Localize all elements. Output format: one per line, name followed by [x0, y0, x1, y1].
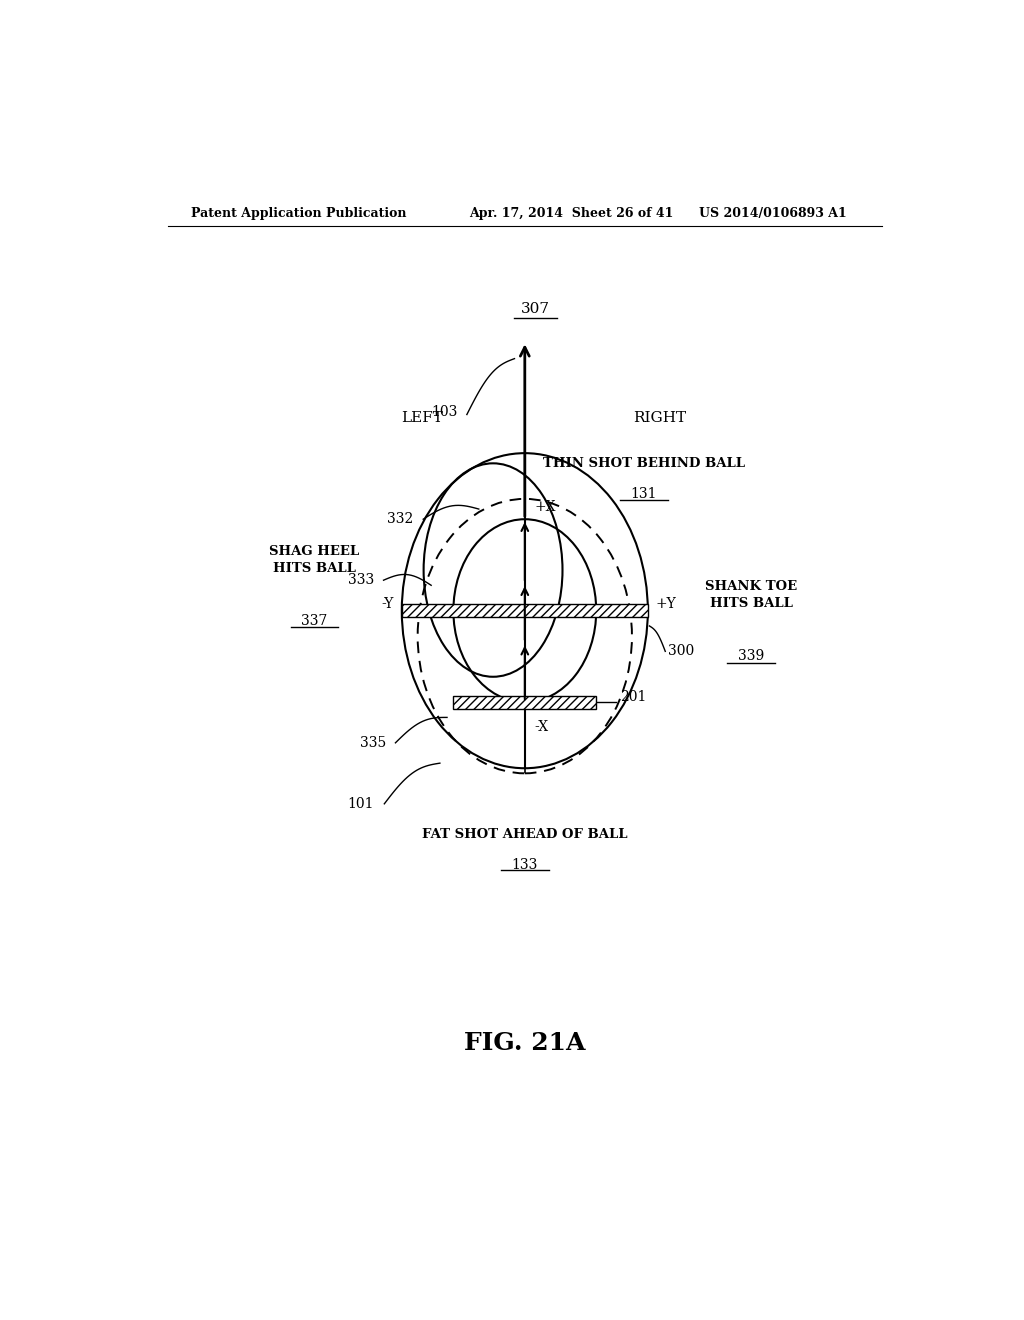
Text: +Y: +Y [655, 597, 677, 611]
Text: 337: 337 [301, 614, 328, 628]
Text: -X: -X [535, 721, 549, 734]
Text: 333: 333 [348, 573, 374, 587]
Text: 335: 335 [359, 735, 386, 750]
Text: 307: 307 [520, 302, 550, 315]
Text: 103: 103 [431, 405, 458, 420]
Text: 201: 201 [620, 690, 646, 704]
Text: Apr. 17, 2014  Sheet 26 of 41: Apr. 17, 2014 Sheet 26 of 41 [469, 207, 674, 220]
Text: RIGHT: RIGHT [633, 411, 686, 425]
Text: 101: 101 [347, 797, 374, 810]
Text: +X: +X [535, 500, 556, 515]
Text: THIN SHOT BEHIND BALL: THIN SHOT BEHIND BALL [543, 457, 744, 470]
Text: 339: 339 [738, 649, 764, 664]
Text: 131: 131 [631, 487, 657, 500]
Text: 133: 133 [512, 858, 538, 871]
Text: 300: 300 [668, 644, 694, 659]
Text: SHANK TOE
HITS BALL: SHANK TOE HITS BALL [705, 581, 797, 610]
Text: Patent Application Publication: Patent Application Publication [191, 207, 407, 220]
Bar [454, 696, 596, 709]
Text: -Y: -Y [382, 597, 394, 611]
Text: 332: 332 [387, 512, 414, 527]
Text: US 2014/0106893 A1: US 2014/0106893 A1 [699, 207, 847, 220]
Text: FIG. 21A: FIG. 21A [464, 1031, 586, 1055]
Text: SHAG HEEL
HITS BALL: SHAG HEEL HITS BALL [269, 545, 359, 576]
Text: LEFT: LEFT [400, 411, 442, 425]
Bar [401, 605, 648, 618]
Text: FAT SHOT AHEAD OF BALL: FAT SHOT AHEAD OF BALL [422, 828, 628, 841]
